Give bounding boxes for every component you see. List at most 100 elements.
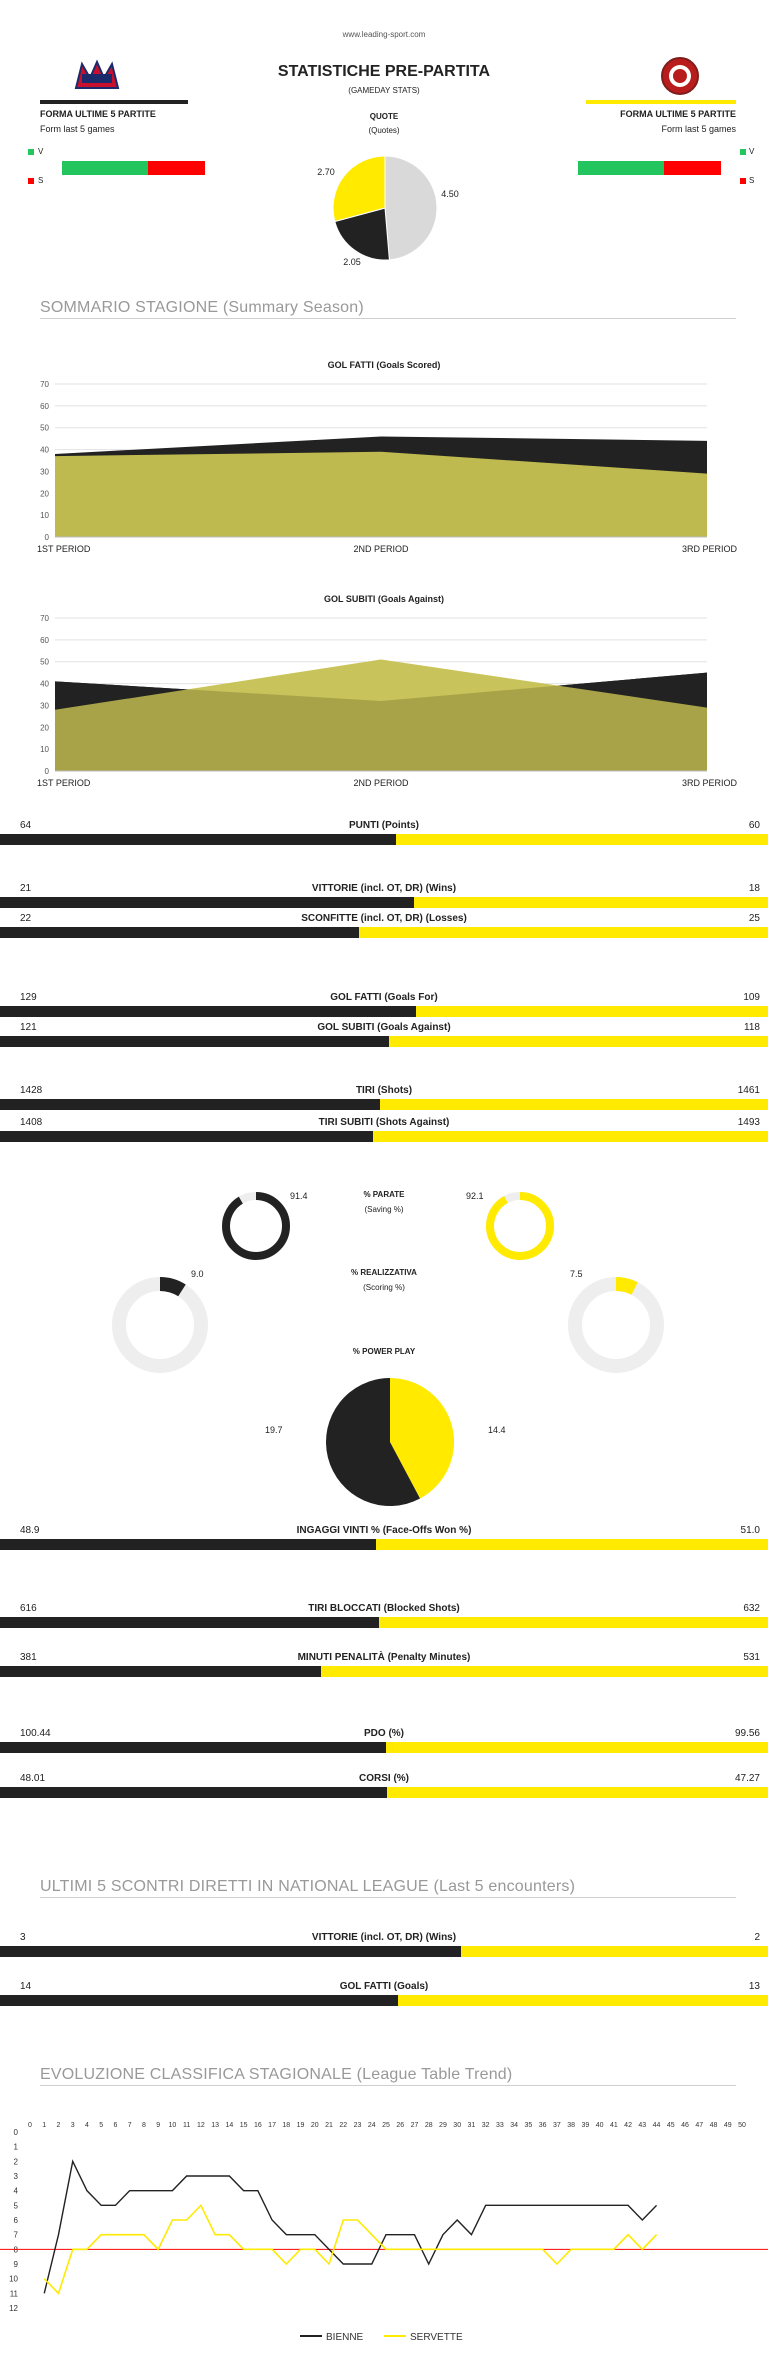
x-tick-label: 42 <box>624 2122 632 2129</box>
compare-blocked-away-value: 632 <box>743 1603 760 1614</box>
y-tick-label: 60 <box>40 636 49 645</box>
summary-section-rule <box>40 318 736 319</box>
away-form-sub: Form last 5 games <box>661 124 736 134</box>
x-tick-label: 5 <box>99 2122 103 2129</box>
compare-shots-label: TIRI (Shots) <box>355 1085 413 1096</box>
x-tick-label: 6 <box>113 2122 117 2129</box>
area-series-away <box>55 451 707 537</box>
y-tick-label: 30 <box>40 701 49 710</box>
compare-losses-home-bar <box>0 927 359 938</box>
y-tick-label: 3 <box>14 2172 19 2181</box>
compare-blocked-home-bar <box>0 1617 379 1628</box>
trend-line-bienne <box>43 2159 658 2294</box>
donut-value-arc <box>222 1192 290 1260</box>
y-tick-label: 9 <box>14 2260 19 2269</box>
compare-faceoffs-home-value: 48.9 <box>20 1525 40 1536</box>
page-title: STATISTICHE PRE-PARTITA <box>277 63 491 80</box>
compare-shots-against-away-value: 1493 <box>737 1117 760 1128</box>
donut-value-arc <box>568 1277 664 1373</box>
x-tick-label: 14 <box>225 2122 233 2129</box>
x-tick-label: 2ND PERIOD <box>353 778 409 788</box>
compare-pim-away-bar <box>321 1666 768 1677</box>
y-tick-label: 0 <box>45 533 50 542</box>
scoring-perc-subtitle: (Scoring %) <box>363 1283 405 1292</box>
compare-shots-away-value: 1461 <box>737 1085 760 1096</box>
compare-blocked-away-bar <box>379 1617 768 1628</box>
compare-pim-home-bar <box>0 1666 321 1677</box>
x-tick-label: 46 <box>681 2122 689 2129</box>
away-save-value: 92.1 <box>466 1191 484 1201</box>
x-tick-label: 39 <box>581 2122 589 2129</box>
compare-shots-against-home-value: 1408 <box>20 1117 43 1128</box>
x-tick-label: 33 <box>496 2122 504 2129</box>
compare-goals-for-away-bar <box>416 1006 768 1017</box>
home-scoring-donut <box>112 1277 208 1373</box>
x-tick-label: 20 <box>311 2122 319 2129</box>
x-tick-label: 2ND PERIOD <box>353 544 409 554</box>
site-url[interactable]: www.leading-sport.com <box>342 30 426 39</box>
compare-points-home-bar <box>0 834 396 845</box>
scoring-perc-title: % REALIZZATIVA <box>351 1268 417 1277</box>
compare-pdo-home-bar <box>0 1742 386 1753</box>
home-save-value: 91.4 <box>290 1191 308 1201</box>
compare-losses-away-bar <box>359 927 768 938</box>
y-tick-label: 11 <box>10 2289 19 2298</box>
compare-goals-against-label: GOL SUBITI (Goals Against) <box>317 1022 451 1033</box>
quote-subtitle: (Quotes) <box>368 126 400 135</box>
legend-win-swatch <box>28 149 34 155</box>
away-scoring-donut <box>568 1277 664 1373</box>
legend-loss-label: S <box>38 176 44 185</box>
quote-label-0: 2.70 <box>317 167 335 177</box>
goals-against-area-chart: GOL SUBITI (Goals Against) 0 10 20 30 40 50 60… <box>37 594 737 788</box>
x-tick-label: 32 <box>482 2122 490 2129</box>
compare-shots-home-value: 1428 <box>20 1085 43 1096</box>
x-tick-label: 10 <box>169 2122 177 2129</box>
h2h-wins-home-bar <box>0 1946 461 1957</box>
x-tick-label: 36 <box>539 2122 547 2129</box>
compare-blocked-label: TIRI BLOCCATI (Blocked Shots) <box>308 1603 460 1614</box>
compare-goals-against-away-value: 118 <box>744 1022 760 1033</box>
legend-label-bienne: BIENNE <box>326 2332 364 2343</box>
trend-section-rule <box>40 2085 736 2086</box>
h2h-section-rule <box>40 1897 736 1898</box>
compare-goals-for-home-value: 129 <box>20 992 37 1003</box>
away-scoring-value: 7.5 <box>570 1269 583 1279</box>
legend-loss-swatch <box>28 178 34 184</box>
y-tick-label: 10 <box>9 2275 18 2284</box>
y-tick-label: 10 <box>40 511 49 520</box>
area-series-away <box>55 659 707 771</box>
x-tick-label: 27 <box>411 2122 419 2129</box>
home-save-donut <box>222 1192 290 1260</box>
compare-corsi-label: CORSI (%) <box>359 1773 409 1784</box>
compare-goals-for-away-value: 109 <box>743 992 760 1003</box>
x-tick-label: 19 <box>297 2122 305 2129</box>
quote-label-2: 4.50 <box>441 189 459 199</box>
compare-pdo-label: PDO (%) <box>364 1728 404 1739</box>
compare-shots-against-away-bar <box>373 1131 768 1142</box>
x-tick-label: 49 <box>724 2122 732 2129</box>
x-tick-label: 16 <box>254 2122 262 2129</box>
compare-losses-away-value: 25 <box>748 913 760 924</box>
home-pp-value: 19.7 <box>265 1425 283 1435</box>
x-tick-label: 26 <box>396 2122 404 2129</box>
x-tick-label: 40 <box>596 2122 604 2129</box>
x-tick-label: 45 <box>667 2122 675 2129</box>
x-tick-label: 18 <box>282 2122 290 2129</box>
compare-shots-away-bar <box>380 1099 768 1110</box>
x-tick-label: 23 <box>354 2122 362 2129</box>
x-tick-label: 1 <box>42 2122 46 2129</box>
compare-pdo-away-bar <box>386 1742 768 1753</box>
x-tick-label: 15 <box>240 2122 248 2129</box>
home-form-sub: Form last 5 games <box>40 124 115 134</box>
legend-label-servette: SERVETTE <box>410 2332 463 2343</box>
compare-wins-home-bar <box>0 897 414 908</box>
power-play-pie <box>326 1378 454 1506</box>
trend-section-title: EVOLUZIONE CLASSIFICA STAGIONALE (League… <box>40 2066 513 2083</box>
away-form-title: FORMA ULTIME 5 PARTITE <box>620 109 736 119</box>
h2h-section-title: ULTIMI 5 SCONTRI DIRETTI IN NATIONAL LEA… <box>40 1878 576 1895</box>
x-tick-label: 34 <box>510 2122 518 2129</box>
h2h-wins-away-value: 2 <box>754 1932 760 1943</box>
x-tick-label: 13 <box>211 2122 219 2129</box>
y-tick-label: 0 <box>14 2128 19 2137</box>
x-tick-label: 8 <box>142 2122 146 2129</box>
